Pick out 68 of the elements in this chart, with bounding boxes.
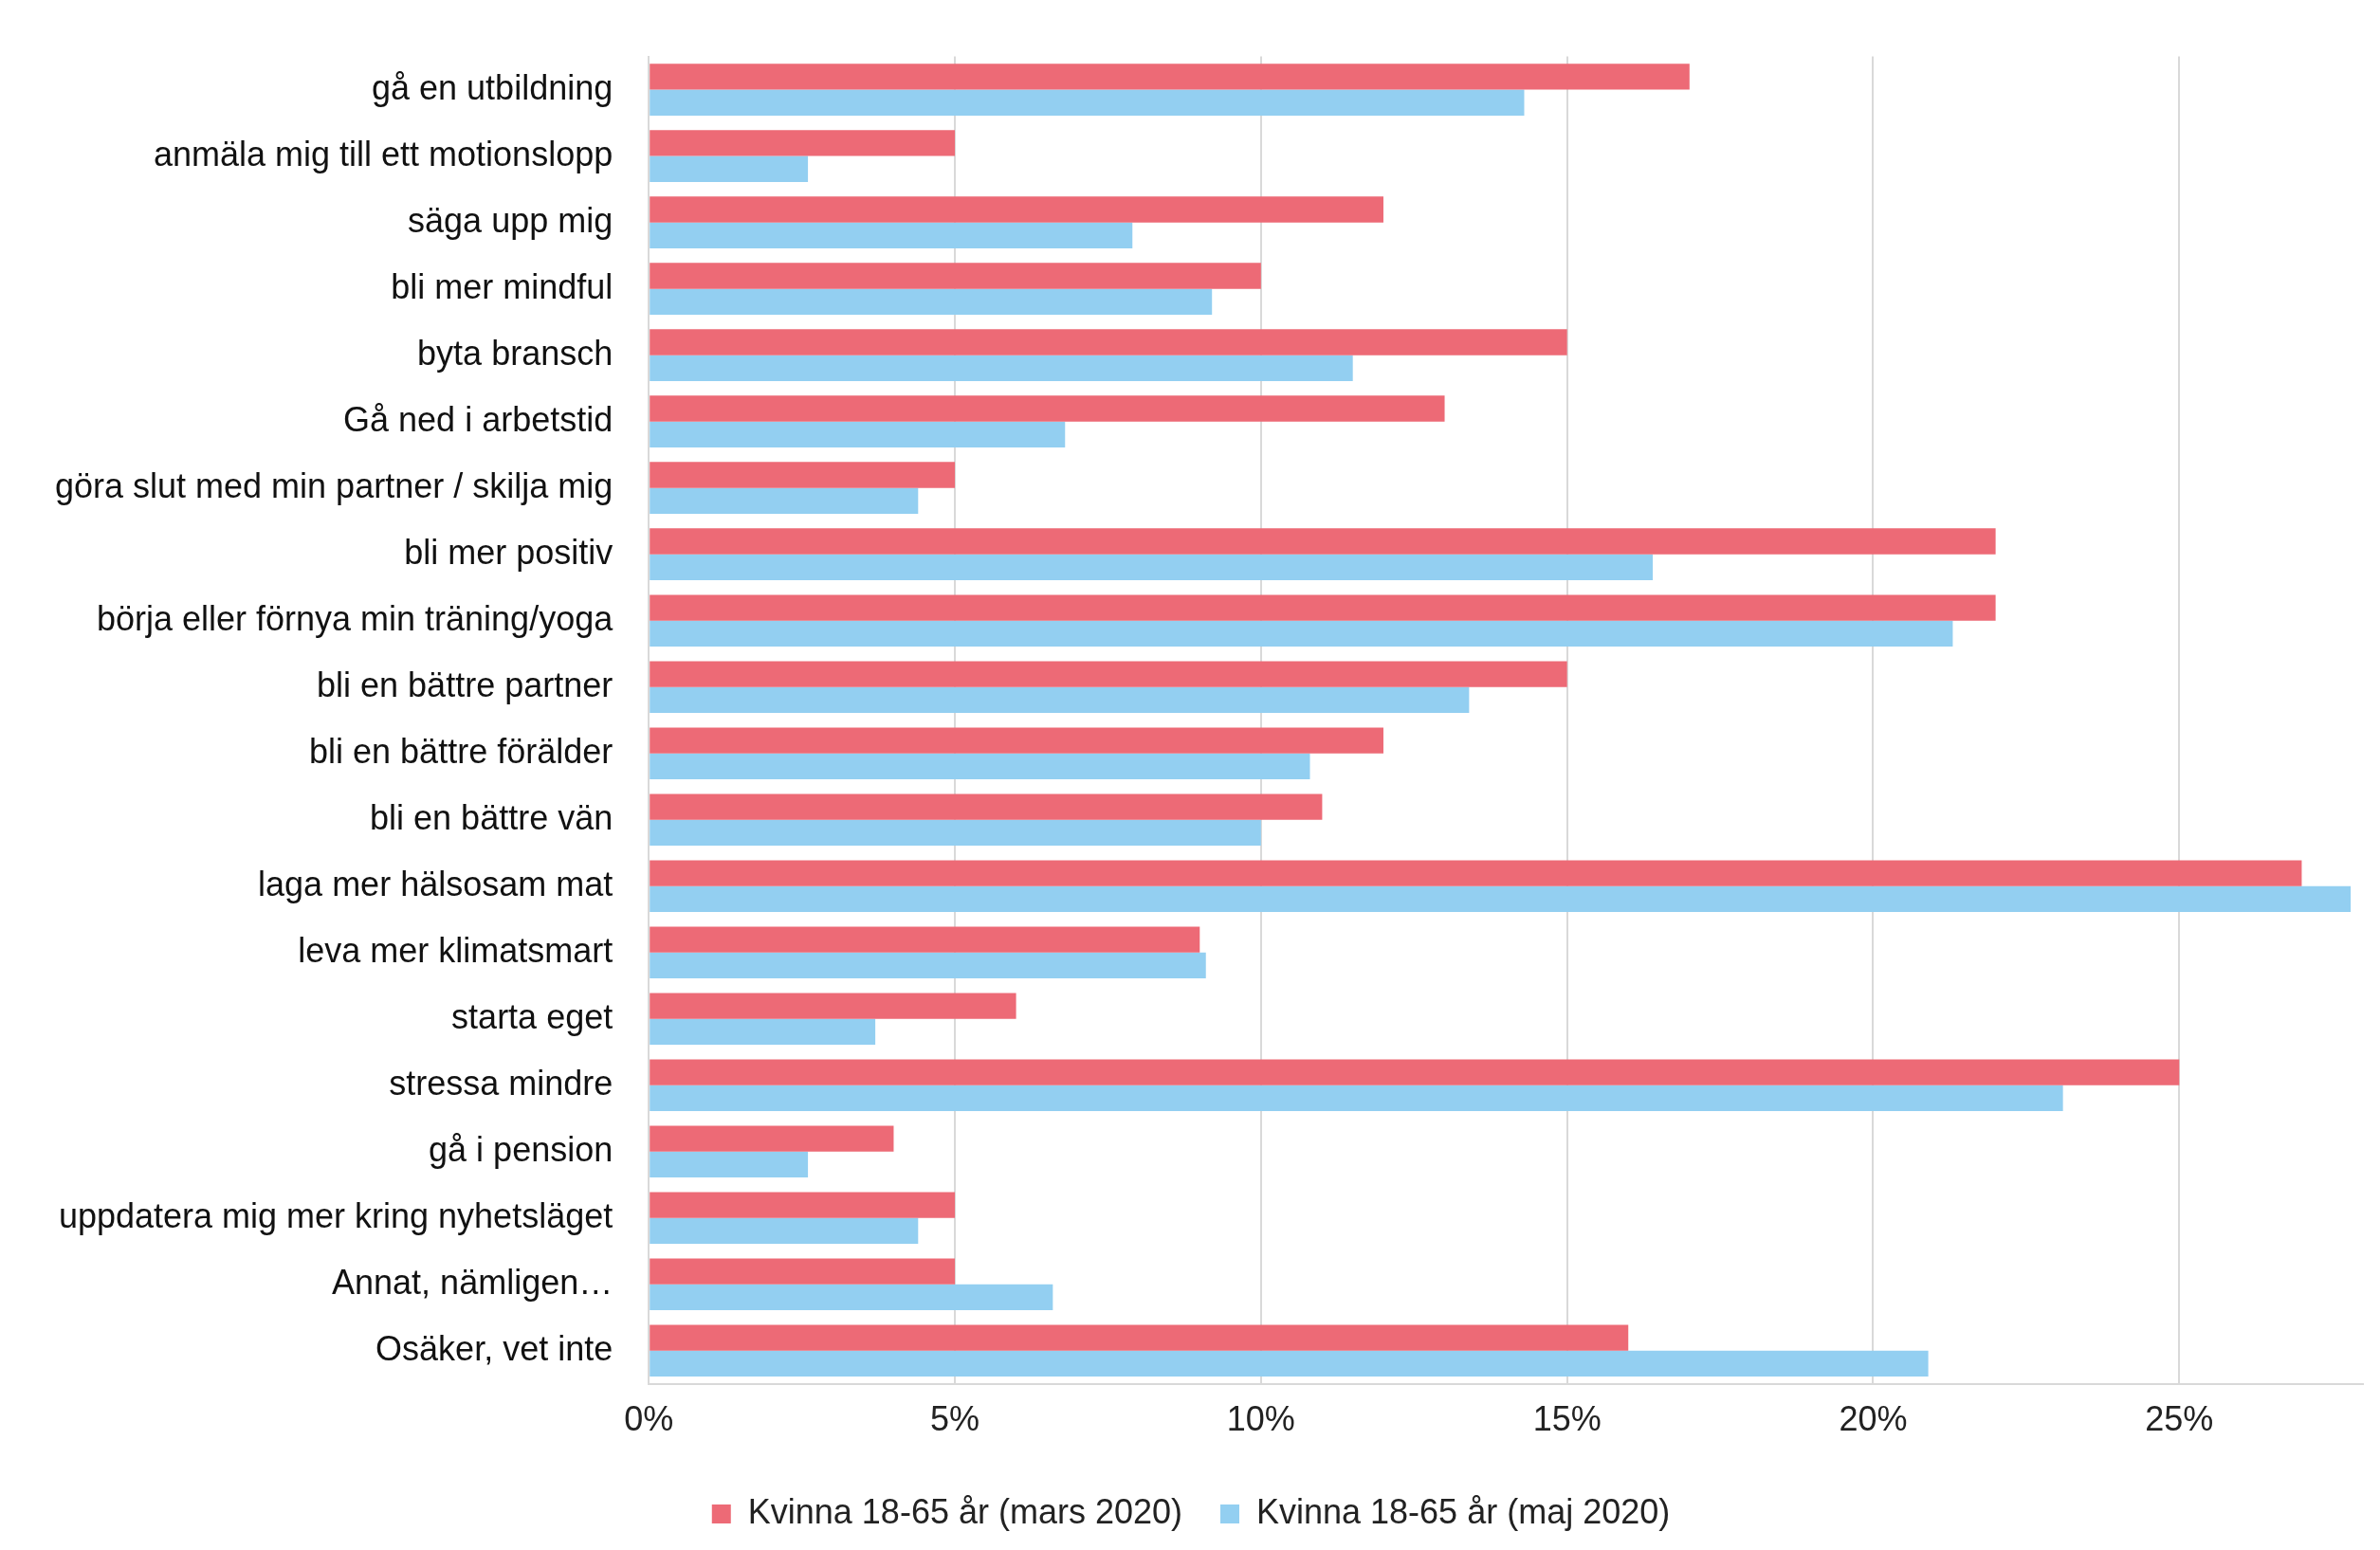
y-tick-label: stressa mindre [389, 1063, 613, 1103]
bar [650, 1258, 956, 1285]
bar [650, 1324, 1629, 1351]
bar [650, 1217, 919, 1245]
bar [650, 860, 2302, 886]
x-tick-label: 25% [2145, 1399, 2214, 1439]
y-tick-label: laga mer hälsosam mat [258, 864, 613, 903]
y-tick-label: bli en bättre förälder [309, 731, 613, 771]
bar [650, 395, 1445, 422]
bar [650, 594, 1996, 621]
y-tick-label: leva mer klimatsmart [298, 930, 613, 970]
y-tick-label: bli mer positiv [404, 532, 613, 572]
x-tick-label: 5% [930, 1399, 980, 1439]
y-tick-label: Annat, nämligen… [332, 1262, 613, 1302]
y-tick-label: bli en bättre partner [317, 665, 613, 704]
bar [650, 487, 919, 514]
bar [650, 1284, 1053, 1311]
bar [650, 263, 1261, 289]
bar [650, 885, 2352, 913]
bar [650, 64, 1690, 90]
y-tick-label: börja eller förnya min träning/yoga [96, 598, 614, 638]
y-tick-label: uppdatera mig mer kring nyhetsläget [58, 1195, 613, 1235]
y-tick-label: säga upp mig [408, 200, 613, 240]
y-tick-label: anmäla mig till ett motionslopp [153, 134, 613, 173]
bar [650, 819, 1261, 847]
x-tick-label: 10% [1226, 1399, 1295, 1439]
y-tick-label: bli en bättre vän [370, 797, 613, 837]
bar [650, 686, 1470, 713]
legend-label: Kvinna 18-65 år (maj 2020) [1256, 1491, 1671, 1531]
bar [650, 661, 1567, 687]
y-tick-label: gå i pension [429, 1129, 613, 1169]
bar [650, 1151, 809, 1178]
bar [650, 753, 1310, 780]
bar [650, 1018, 876, 1046]
bar [650, 1192, 956, 1218]
x-tick-label: 20% [1839, 1399, 1908, 1439]
y-tick-label: Gå ned i arbetstid [343, 399, 613, 439]
x-tick-label: 0% [624, 1399, 674, 1439]
y-tick-label: bli mer mindful [391, 266, 613, 306]
bar [650, 528, 1996, 555]
bar [650, 155, 809, 182]
bar [650, 288, 1213, 315]
x-tick-label: 15% [1532, 1399, 1602, 1439]
bar [650, 355, 1353, 381]
bar [650, 1125, 894, 1152]
bar [650, 196, 1383, 223]
bar [650, 1085, 2063, 1112]
bar [650, 222, 1133, 248]
bar [650, 89, 1525, 116]
bar [650, 130, 956, 156]
bar [650, 993, 1016, 1019]
bar [650, 462, 956, 488]
bar [650, 952, 1206, 979]
y-tick-label: göra slut med min partner / skilja mig [55, 465, 613, 505]
y-tick-label: byta bransch [417, 333, 613, 373]
bar [650, 329, 1567, 356]
bar [650, 1350, 1929, 1377]
y-tick-label: starta eget [451, 996, 613, 1036]
bar [650, 926, 1200, 953]
bar [650, 620, 1953, 647]
y-tick-label: gå en utbildning [372, 67, 613, 107]
y-tick-label: Osäker, vet inte [375, 1328, 613, 1368]
bar [650, 421, 1066, 447]
bar [650, 1059, 2180, 1085]
legend-label: Kvinna 18-65 år (mars 2020) [747, 1491, 1182, 1531]
bar [650, 793, 1323, 820]
bar [650, 727, 1383, 754]
bar [650, 554, 1654, 580]
